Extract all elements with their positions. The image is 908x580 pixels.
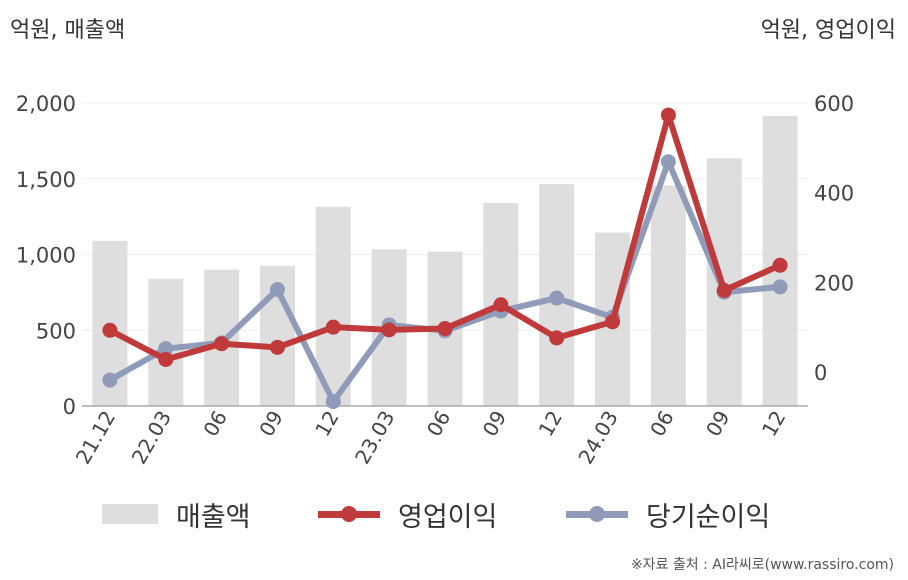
point-operating-profit [549,330,565,346]
y-left-tick-label: 0 [63,395,76,419]
x-tick-label: 12 [757,407,791,441]
point-net-income [269,282,285,298]
y-right-tick-label: 0 [814,361,827,385]
point-net-income [549,290,565,306]
x-tick-label: 24.03 [573,407,622,469]
point-operating-profit [437,321,453,337]
point-operating-profit [660,107,676,123]
x-tick-label: 12 [534,407,568,441]
x-tick-label: 06 [422,407,456,441]
bar-revenue [650,185,686,406]
point-operating-profit [716,282,732,298]
y-right-tick-label: 200 [814,271,854,295]
right-axis-unit: 억원, 영업이익 [760,18,896,43]
point-operating-profit [772,257,788,273]
left-axis-unit: 억원, 매출액 [10,18,126,43]
point-operating-profit [493,297,509,313]
point-net-income [102,372,118,388]
chart-legend: 매출액 영업이익 당기순이익 [0,492,908,536]
y-right-tick-label: 400 [814,182,854,206]
point-operating-profit [325,319,341,335]
point-net-income [158,341,174,357]
y-left-tick-label: 2,000 [16,92,76,116]
y-left-tick-label: 1,500 [16,168,76,192]
y-left-tick-label: 500 [36,319,76,343]
x-tick-label: 09 [478,407,512,441]
point-net-income [772,279,788,295]
legend-swatch-operating-profit [318,504,380,524]
combo-chart: 0 500 1,000 1,500 2,000 0 200 400 600 21.12 22.03 0… [16,92,854,469]
point-operating-profit [605,314,621,330]
y-right-tick-label: 600 [814,92,854,116]
x-tick-label: 09 [701,407,735,441]
legend-label-revenue: 매출액 [176,501,251,533]
legend-swatch-net-income [566,504,628,524]
x-tick-label: 22.03 [127,407,176,469]
legend-label-net-income: 당기순이익 [646,501,771,533]
source-note: ※자료 출처 : AI라씨로(www.rassiro.com) [630,557,894,573]
point-operating-profit [158,351,174,367]
x-tick-label: 21.12 [71,407,120,469]
legend-item-revenue: 매출액 [102,492,251,536]
x-tick-label: 09 [254,407,288,441]
point-operating-profit [214,336,230,352]
legend-swatch-revenue [102,504,158,524]
x-tick-label: 12 [310,407,344,441]
legend-item-operating-profit: 영업이익 [318,492,497,536]
x-tick-label: 23.03 [350,407,399,469]
point-operating-profit [102,322,118,338]
y-left-tick-label: 1,000 [16,244,76,268]
x-tick-label: 06 [645,407,679,441]
point-net-income [660,154,676,170]
point-operating-profit [381,322,397,338]
legend-item-net-income: 당기순이익 [566,492,770,536]
legend-label-operating-profit: 영업이익 [398,501,498,533]
point-net-income [325,394,341,410]
x-tick-label: 06 [198,407,232,441]
point-operating-profit [269,339,285,355]
